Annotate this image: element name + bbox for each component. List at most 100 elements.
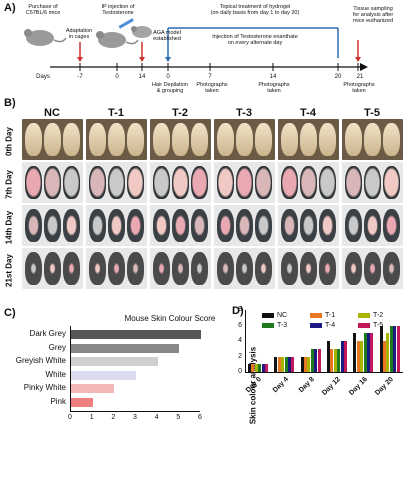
tick-label: 21 bbox=[356, 74, 364, 80]
mouse-figure bbox=[217, 166, 234, 199]
mouse-figure bbox=[108, 252, 125, 285]
chart-c-tick-label: 6 bbox=[198, 414, 202, 421]
group-header-t5: T-5 bbox=[364, 107, 380, 119]
mouse-figure bbox=[25, 252, 42, 285]
mouse-figure bbox=[345, 166, 362, 199]
syringe-icon bbox=[118, 18, 134, 29]
chart-d-tick-label: 2 bbox=[238, 352, 242, 360]
mouse-figure bbox=[89, 209, 106, 242]
ip-injection-text: IP injection of Testosterone bbox=[101, 4, 135, 16]
mouse-photo bbox=[214, 162, 275, 203]
mouse-icon bbox=[24, 29, 67, 46]
chart-d-bar bbox=[264, 364, 268, 372]
red-arrow-icon bbox=[77, 42, 83, 62]
tick-label: -7 bbox=[77, 74, 83, 80]
mouse-figure bbox=[191, 123, 208, 156]
mouse-figure bbox=[236, 123, 253, 156]
chart-d-bar bbox=[343, 341, 347, 372]
chart-d-legend-swatch bbox=[310, 323, 322, 328]
mouse-figure bbox=[364, 252, 381, 285]
mouse-figure bbox=[217, 252, 234, 285]
chart-d-bar bbox=[337, 348, 341, 372]
tick-label: 14 bbox=[138, 74, 146, 80]
mouse-icon bbox=[131, 26, 152, 38]
chart-c-tick-label: 0 bbox=[68, 414, 72, 421]
hair-dep-text: Hair Depilation & grouping bbox=[151, 82, 189, 94]
chart-d-bar bbox=[261, 364, 265, 372]
mouse-figure bbox=[345, 252, 362, 285]
photo-21-text: Photographs taken bbox=[343, 82, 375, 94]
group-header-t2: T-2 bbox=[172, 107, 188, 119]
chart-d-bar bbox=[393, 325, 397, 372]
mouse-figure bbox=[255, 252, 272, 285]
group-header-t4: T-4 bbox=[300, 107, 316, 119]
chart-d-bar bbox=[307, 356, 311, 372]
chart-d-tick-label: 0 bbox=[238, 368, 242, 375]
mouse-photo bbox=[214, 248, 275, 289]
mouse-figure bbox=[127, 252, 144, 285]
mouse-figure bbox=[127, 123, 144, 156]
chart-d-bar bbox=[281, 356, 285, 372]
mouse-figure bbox=[364, 123, 381, 156]
chart-d-bar bbox=[383, 341, 387, 372]
chart-c-category-label: White bbox=[45, 369, 66, 379]
mouse-figure bbox=[300, 123, 317, 156]
tick-label: 7 bbox=[208, 74, 212, 80]
chart-d-bar bbox=[254, 364, 258, 372]
chart-c-tick-label: 4 bbox=[154, 414, 159, 421]
mouse-figure bbox=[281, 166, 298, 199]
treatment-bracket bbox=[165, 27, 339, 62]
mouse-figure bbox=[25, 209, 42, 242]
chart-d-bar bbox=[304, 356, 308, 372]
mouse-photo bbox=[22, 162, 83, 203]
chart-d-tick-label: 6 bbox=[238, 321, 242, 329]
chart-c-category-label: Greyish White bbox=[15, 356, 66, 365]
chart-d-bar bbox=[330, 348, 334, 372]
chart-c-tick-label: 2 bbox=[111, 414, 116, 421]
chart-c-tick-label: 1 bbox=[89, 414, 94, 421]
panel-label-b: B) bbox=[4, 97, 16, 109]
mouse-figure bbox=[364, 166, 381, 199]
mouse-figure bbox=[63, 209, 80, 242]
mouse-figure bbox=[364, 209, 381, 242]
mouse-figure bbox=[319, 166, 336, 199]
chart-d-bar bbox=[284, 356, 288, 372]
mouse-photo bbox=[278, 205, 339, 246]
mouse-figure bbox=[383, 209, 400, 242]
mouse-figure bbox=[25, 123, 42, 156]
mouse-photo bbox=[342, 119, 403, 160]
chart-d-legend-item: T-4 bbox=[310, 322, 335, 329]
mouse-photo bbox=[86, 205, 147, 246]
red-arrow-icon bbox=[139, 42, 145, 62]
mouse-figure bbox=[172, 166, 189, 199]
mouse-figure bbox=[108, 166, 125, 199]
mouse-figure bbox=[172, 123, 189, 156]
chart-d-bar bbox=[251, 364, 255, 372]
chart-d-bar bbox=[258, 364, 262, 372]
chart-d-bar bbox=[379, 325, 383, 372]
chart-c-bar bbox=[71, 343, 180, 353]
chart-c-tick-label: 3 bbox=[133, 414, 137, 421]
mouse-figure bbox=[63, 123, 80, 156]
mouse-figure bbox=[255, 166, 272, 199]
chart-d-bar bbox=[300, 356, 304, 372]
mouse-figure bbox=[44, 252, 61, 285]
mouse-figure bbox=[89, 252, 106, 285]
mouse-photo bbox=[150, 248, 211, 289]
photo-14-text: Photographs taken bbox=[258, 82, 290, 94]
chart-d-bar bbox=[333, 348, 337, 372]
chart-d-legend-swatch bbox=[262, 323, 274, 328]
purchase-text: Purchase of C57BL/6 mice bbox=[25, 4, 61, 16]
aga-model-text: AGA model established bbox=[153, 30, 181, 42]
mouse-figure bbox=[217, 209, 234, 242]
mouse-photo bbox=[150, 119, 211, 160]
mouse-figure bbox=[191, 209, 208, 242]
mouse-photo bbox=[278, 162, 339, 203]
chart-c-bar bbox=[71, 330, 201, 339]
mouse-figure bbox=[191, 166, 208, 199]
panel-label-a: A) bbox=[4, 2, 16, 14]
mouse-photo bbox=[22, 205, 83, 246]
mouse-figure bbox=[319, 252, 336, 285]
chart-d-bar bbox=[277, 356, 281, 372]
mouse-figure bbox=[172, 209, 189, 242]
